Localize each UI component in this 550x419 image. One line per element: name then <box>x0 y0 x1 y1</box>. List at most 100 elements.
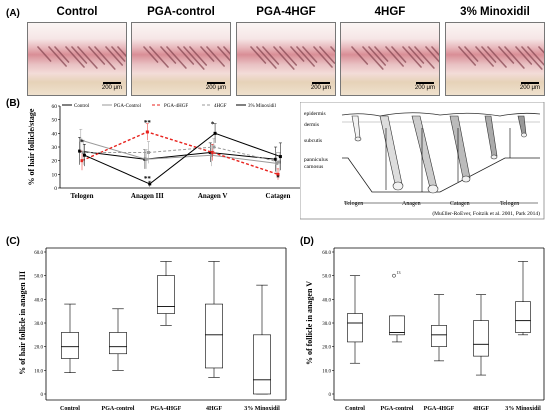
follicles <box>351 115 527 194</box>
box <box>157 275 175 314</box>
follicle-streak <box>183 46 205 70</box>
follicle-streak <box>351 46 369 65</box>
follicle-streak <box>149 46 169 68</box>
y-tick-label: 0 <box>41 393 44 398</box>
follicle-streak <box>273 46 295 70</box>
follicle-streak <box>475 46 494 67</box>
follicle-streak <box>160 46 177 64</box>
scale-bar: 200 μm <box>415 82 435 91</box>
x-tick-label: Catagen <box>266 192 291 200</box>
follicle-streak <box>217 46 230 62</box>
x-tick-label: PGA-4HGF <box>151 406 182 412</box>
x-tick-label: PGA-control <box>102 406 135 412</box>
follicle-streak <box>71 46 88 64</box>
hair-cycle-diagram: epidermis dermis subcutis panniculus car… <box>300 102 545 220</box>
follicle-streak <box>262 46 280 65</box>
panel-d-label: (D) <box>300 236 314 247</box>
panel-a-label: (A) <box>6 8 20 19</box>
box <box>61 332 79 359</box>
y-tick-label: 10 <box>52 172 58 178</box>
follicle-streak <box>256 46 277 69</box>
layer-subcutis-label: subcutis <box>304 138 322 144</box>
x-tick-label: 4HGF <box>473 406 489 412</box>
x-tick-label: Telogen <box>70 192 93 200</box>
series-line <box>80 139 277 164</box>
box <box>205 303 223 369</box>
scale-bar: 200 μm <box>520 82 540 91</box>
box <box>389 315 405 336</box>
box <box>109 332 127 355</box>
data-point <box>208 150 212 154</box>
histology-title: 4HGF <box>374 6 406 18</box>
outlier-label: 13 <box>397 270 401 275</box>
y-tick-label: 40 <box>52 131 58 137</box>
legend-label: PGA-Control <box>114 104 142 109</box>
box <box>515 301 531 333</box>
legend-label: 4HGF <box>214 104 227 109</box>
follicle-streak <box>296 46 315 67</box>
x-tick-label: Control <box>60 406 80 412</box>
box <box>473 320 489 357</box>
x-tick-label: Anagen V <box>198 192 228 200</box>
histology-image: 200 μm <box>340 22 440 96</box>
follicle-streak <box>77 46 98 69</box>
histology-title: PGA-4HGF <box>256 6 316 18</box>
follicle-streak <box>385 46 404 67</box>
y-tick-label: 40.0 <box>322 298 331 303</box>
layer-panniculus-label: panniculus <box>304 157 328 163</box>
legend-label: PGA-4HGF <box>164 104 188 109</box>
box-plot-anagen-iii: 0 10.0 20.0 30.0 40.0 50.0 60.0 % of hair folli… <box>18 247 287 412</box>
follicle-streak <box>88 46 106 65</box>
y-axis-label: % of hair follicle in anagen III <box>18 271 27 375</box>
scale-bar: 200 μm <box>206 82 226 91</box>
data-point <box>79 138 83 142</box>
follicle-streak <box>117 46 126 58</box>
follicle-streak <box>362 46 384 70</box>
follicle-streak <box>498 46 515 64</box>
follicle-streak <box>94 46 116 70</box>
y-tick-label: 60 <box>52 104 58 110</box>
follicle-streak <box>319 46 335 64</box>
follicle-streak <box>279 46 298 66</box>
panniculus-line <box>342 157 540 193</box>
follicle-streak <box>408 46 425 64</box>
box <box>431 325 447 347</box>
scale-bar-label: 200 μm <box>414 85 435 91</box>
layer-carnosus-label: carnosus <box>304 164 323 170</box>
follicle-streak <box>206 46 225 67</box>
y-tick-label: 10.0 <box>34 369 43 374</box>
arrows <box>385 128 511 192</box>
scale-bar-label: 200 μm <box>101 85 122 91</box>
follicle-streak <box>504 46 525 69</box>
follicle-streak <box>391 46 407 63</box>
follicle-streak <box>166 46 187 69</box>
follicle-streak <box>330 46 335 53</box>
follicle-streak <box>487 46 507 68</box>
follicle-streak <box>414 46 435 69</box>
box-plot-anagen-v: 0 10.0 20.0 30.0 40.0 50.0 60.0 % of follicle i… <box>305 247 545 412</box>
y-tick-label: 60.0 <box>34 251 43 256</box>
follicle-streak <box>374 46 389 62</box>
significance-marker: ** <box>144 119 152 127</box>
x-tick-label: 3% Minoxidil <box>244 406 280 412</box>
data-point <box>276 172 280 176</box>
y-axis-label: % of hair follicle/stage <box>27 108 36 185</box>
phase-telogen-2: Telogen <box>500 201 519 207</box>
y-tick-label: 10.0 <box>322 369 331 374</box>
follicle-streak <box>521 46 543 70</box>
y-axis-label: % of follicle in anagen V <box>305 281 314 365</box>
histology-image: 200 μm <box>445 22 545 96</box>
outlier-point <box>392 273 396 278</box>
significance-marker: * <box>276 174 280 182</box>
data-point <box>277 160 281 164</box>
y-tick-label: 0 <box>54 186 57 192</box>
series-line <box>79 150 276 160</box>
y-tick-label: 30.0 <box>322 322 331 327</box>
data-point <box>145 130 149 134</box>
data-point <box>209 153 213 157</box>
y-tick-label: 40.0 <box>34 298 43 303</box>
data-point <box>80 159 84 163</box>
follicle-streak <box>200 46 215 62</box>
y-tick-label: 60.0 <box>322 251 331 256</box>
layer-dermis-label: dermis <box>304 122 319 128</box>
